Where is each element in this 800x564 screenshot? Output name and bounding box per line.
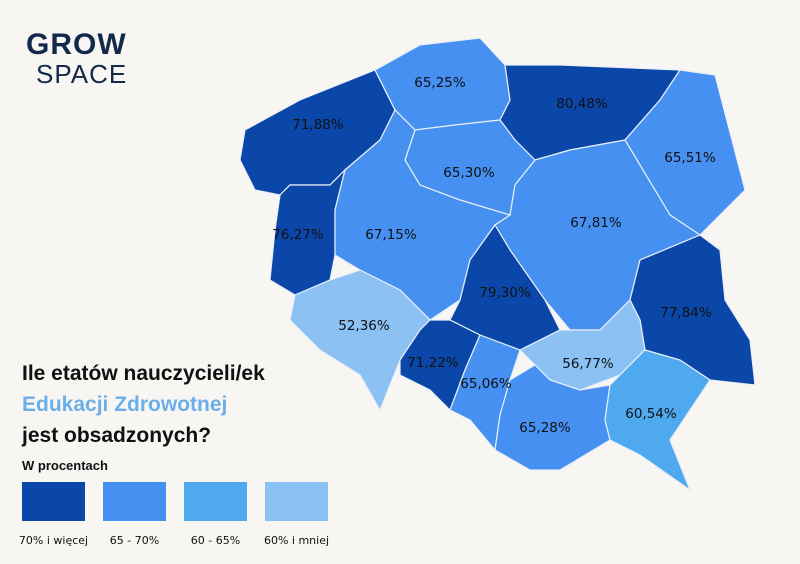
region-label-mazowieckie: 67,81% xyxy=(570,215,622,231)
region-label-malopolskie: 65,28% xyxy=(519,420,571,436)
legend-label: 70% i więcej xyxy=(18,534,89,547)
legend-label: 60 - 65% xyxy=(190,534,241,547)
logo-line2: SPACE xyxy=(36,59,128,89)
legend-item: 60% i mniej xyxy=(263,482,330,547)
region-label-dolnoslaskie: 52,36% xyxy=(338,318,390,334)
region-label-wielkopolskie: 67,15% xyxy=(365,227,417,243)
legend-swatch xyxy=(22,482,85,521)
region-label-pomorskie: 65,25% xyxy=(414,75,466,91)
legend-subtitle: W procentach xyxy=(22,458,108,473)
region-label-podlaskie: 65,51% xyxy=(664,150,716,166)
region-label-swietokrzyskie: 56,77% xyxy=(562,356,614,372)
map-title: Ile etatów nauczycieli/ek Edukacji Zdrow… xyxy=(22,358,265,451)
region-label-podkarpackie: 60,54% xyxy=(625,406,677,422)
region-label-opolskie: 71,22% xyxy=(407,355,459,371)
legend-swatch xyxy=(103,482,166,521)
region-label-lubelskie: 77,84% xyxy=(660,305,712,321)
logo-line1: GROW xyxy=(26,28,127,61)
logo: GROW SPACE xyxy=(26,28,128,89)
legend: 70% i więcej 65 - 70% 60 - 65% 60% i mni… xyxy=(18,482,330,547)
title-line2: Edukacji Zdrowotnej xyxy=(22,393,228,416)
region-label-kujawsko-pomorskie: 65,30% xyxy=(443,165,495,181)
legend-item: 70% i więcej xyxy=(18,482,89,547)
region-label-lubuskie: 76,27% xyxy=(272,227,324,243)
legend-swatch xyxy=(265,482,328,521)
region-podkarpackie xyxy=(604,349,711,492)
region-label-warminsko-mazurskie: 80,48% xyxy=(556,96,608,112)
region-label-slaskie: 65,06% xyxy=(460,376,512,392)
legend-item: 60 - 65% xyxy=(184,482,247,547)
region-opolskie xyxy=(399,319,481,412)
legend-label: 65 - 70% xyxy=(109,534,160,547)
legend-swatch xyxy=(184,482,247,521)
legend-label: 60% i mniej xyxy=(263,534,330,547)
region-label-zachodniopomorskie: 71,88% xyxy=(292,117,344,133)
title-line3: jest obsadzonych? xyxy=(22,424,212,447)
region-label-lodzkie: 79,30% xyxy=(479,285,531,301)
legend-item: 65 - 70% xyxy=(103,482,166,547)
title-line1: Ile etatów nauczycieli/ek xyxy=(22,362,265,385)
